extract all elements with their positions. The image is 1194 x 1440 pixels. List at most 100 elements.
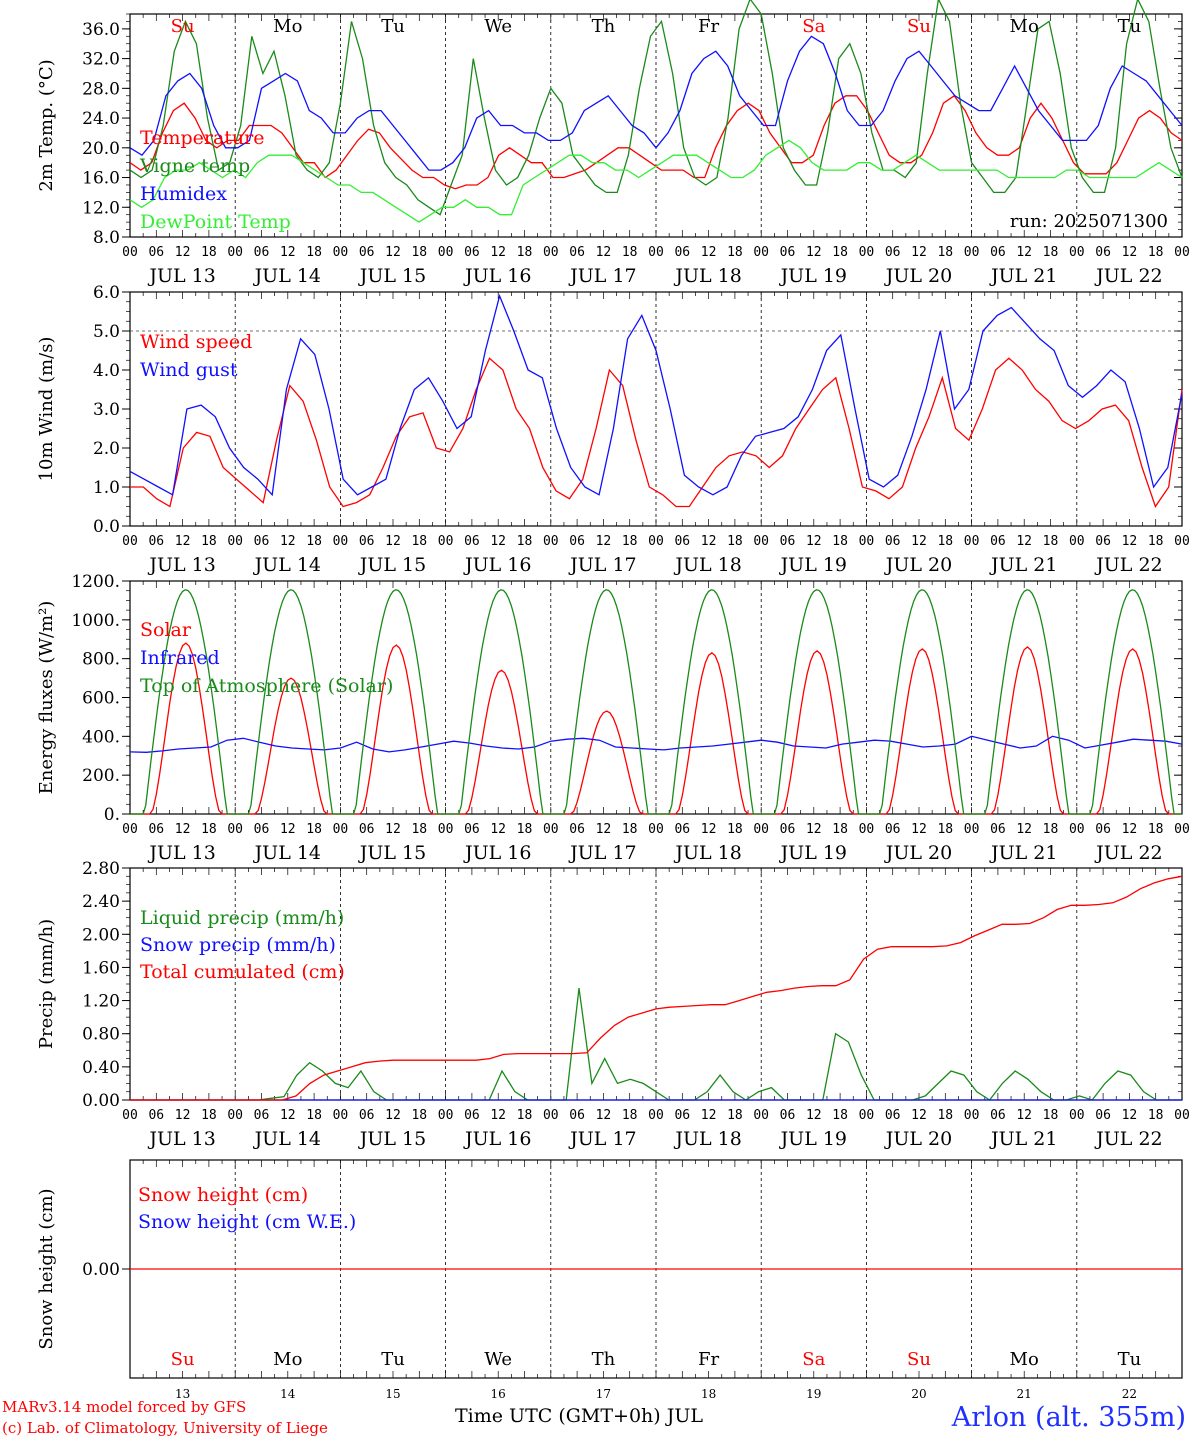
y-tick-label: 0.0: [93, 517, 120, 537]
hour-tick-label: 00: [859, 534, 875, 549]
weekday-label: Sa: [802, 1349, 825, 1370]
hour-tick-label: 12: [806, 822, 822, 837]
hour-tick-label: 06: [254, 1108, 270, 1123]
day-label: JUL 14: [253, 554, 321, 576]
hour-tick-label: 12: [490, 1108, 506, 1123]
y-tick-label: 400.: [82, 727, 120, 747]
y-tick-label: 2.00: [82, 925, 120, 945]
day-label: JUL 17: [568, 1128, 636, 1150]
hour-tick-label: 00: [1069, 245, 1085, 260]
legend-entry: Snow height (cm W.E.): [138, 1211, 356, 1233]
y-tick-label: 36.0: [82, 20, 120, 40]
y-tick-label: 5.0: [93, 322, 120, 342]
hour-tick-label: 12: [280, 245, 296, 260]
hour-tick-label: 06: [569, 1108, 585, 1123]
day-label: JUL 20: [884, 1128, 952, 1150]
meteogram-figure: 8.0 12.0 16.0 20.0 24.0 28.0 32.0 36.0 2m Temp. …: [36, 0, 1190, 1400]
hour-tick-label: 00: [859, 822, 875, 837]
y-tick-label: 2.0: [93, 439, 120, 459]
hour-tick-label: 12: [1122, 245, 1138, 260]
hour-tick-label: 18: [517, 534, 533, 549]
hour-tick-label: 00: [438, 534, 454, 549]
legend-entry: Solar: [140, 619, 192, 641]
weekday-label: Tu: [381, 1349, 405, 1370]
weekday-label: We: [484, 16, 512, 37]
hour-tick-label: 00: [1174, 245, 1190, 260]
hour-tick-label: 18: [937, 822, 953, 837]
hour-tick-label: 12: [1122, 534, 1138, 549]
day-label: JUL 17: [568, 842, 636, 864]
day-number: 16: [491, 1387, 506, 1400]
day-label: JUL 20: [884, 265, 952, 287]
y-tick-label: 2.80: [82, 859, 120, 879]
hour-tick-label: 00: [1174, 822, 1190, 837]
hour-tick-label: 06: [359, 245, 375, 260]
hour-tick-label: 06: [148, 245, 164, 260]
day-label: JUL 16: [463, 265, 531, 287]
day-label: JUL 16: [463, 554, 531, 576]
y-axis-label: 10m Wind (m/s): [36, 337, 57, 482]
hour-tick-label: 00: [543, 534, 559, 549]
series-line-wind-speed: [130, 357, 1183, 508]
hour-tick-label: 00: [122, 245, 138, 260]
hour-tick-label: 00: [1174, 534, 1190, 549]
hour-tick-label: 00: [1069, 822, 1085, 837]
hour-tick-label: 12: [1122, 1108, 1138, 1123]
hour-tick-label: 18: [1043, 245, 1059, 260]
hour-tick-label: 12: [701, 534, 717, 549]
weekday-label: Th: [592, 16, 616, 37]
legend-entry: Wind speed: [140, 331, 252, 353]
weekday-label: Su: [907, 16, 931, 37]
day-number: 15: [385, 1387, 400, 1400]
hour-tick-label: 06: [1095, 1108, 1111, 1123]
day-label: JUL 22: [1094, 1128, 1162, 1150]
panel-energy: 0. 200. 400. 600. 800. 1000. 1200. Energy fluxe…: [36, 572, 1190, 864]
hour-tick-label: 12: [596, 822, 612, 837]
hour-tick-label: 12: [280, 822, 296, 837]
hour-tick-label: 12: [1016, 1108, 1032, 1123]
hour-tick-label: 06: [254, 245, 270, 260]
hour-tick-label: 18: [727, 245, 743, 260]
hour-tick-label: 00: [227, 1108, 243, 1123]
y-axis-label: 2m Temp. (°C): [36, 59, 57, 191]
hour-tick-label: 06: [254, 534, 270, 549]
y-tick-label: 20.0: [82, 139, 120, 159]
y-tick-label: 0.00: [82, 1091, 120, 1111]
hour-tick-label: 00: [333, 534, 349, 549]
hour-tick-label: 12: [911, 534, 927, 549]
hour-tick-label: 00: [227, 822, 243, 837]
hour-tick-label: 18: [622, 1108, 638, 1123]
day-label: JUL 19: [779, 1128, 847, 1150]
hour-tick-label: 12: [280, 534, 296, 549]
hour-tick-label: 18: [937, 1108, 953, 1123]
hour-tick-label: 06: [885, 534, 901, 549]
weekday-label: Mo: [1010, 1349, 1039, 1370]
day-label: JUL 15: [358, 554, 426, 576]
day-number: 21: [1017, 1387, 1032, 1400]
hour-tick-label: 00: [753, 822, 769, 837]
hour-tick-label: 12: [490, 534, 506, 549]
day-label: JUL 15: [358, 265, 426, 287]
hour-tick-label: 12: [385, 245, 401, 260]
hour-tick-label: 00: [543, 822, 559, 837]
weekday-label: We: [484, 1349, 512, 1370]
panel-temp: 8.0 12.0 16.0 20.0 24.0 28.0 32.0 36.0 2m Temp. …: [36, 0, 1190, 287]
hour-tick-label: 12: [911, 245, 927, 260]
hour-tick-label: 00: [438, 245, 454, 260]
day-label: JUL 20: [884, 554, 952, 576]
hour-tick-label: 00: [333, 245, 349, 260]
hour-tick-label: 00: [227, 245, 243, 260]
weekday-label: Mo: [273, 1349, 302, 1370]
weekday-label: Fr: [698, 16, 719, 37]
hour-tick-label: 12: [701, 1108, 717, 1123]
hour-tick-label: 06: [990, 822, 1006, 837]
hour-tick-label: 06: [148, 1108, 164, 1123]
hour-tick-label: 00: [227, 534, 243, 549]
hour-tick-label: 18: [1043, 534, 1059, 549]
run-annotation: run: 2025071300: [1010, 211, 1168, 232]
hour-tick-label: 18: [411, 534, 427, 549]
day-number: 19: [806, 1387, 821, 1400]
hour-tick-label: 00: [753, 534, 769, 549]
hour-tick-label: 12: [911, 1108, 927, 1123]
hour-tick-label: 18: [306, 822, 322, 837]
